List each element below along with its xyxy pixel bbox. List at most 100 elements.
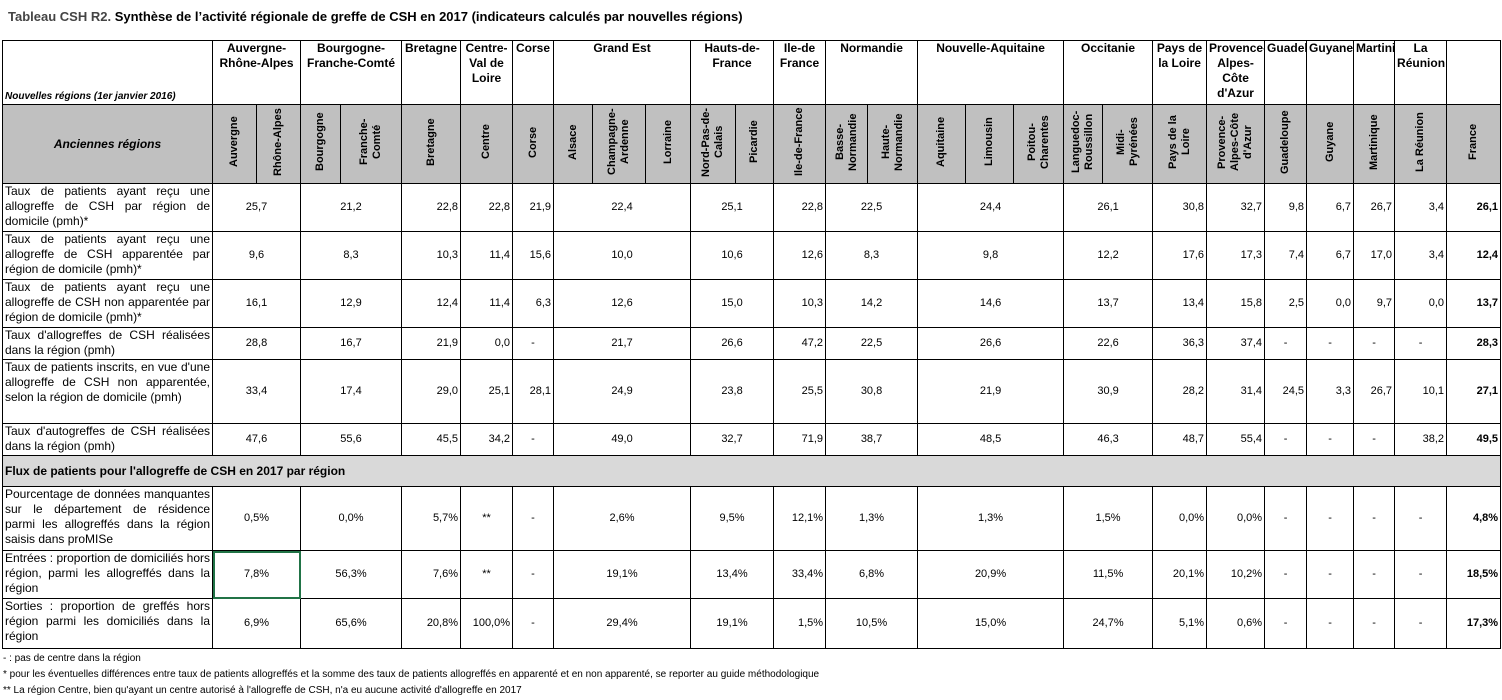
value-cell: 10,3: [773, 279, 827, 328]
value-cell: 8,3: [825, 231, 919, 280]
value-cell: -: [512, 598, 555, 649]
old-region-header: Guadeloupe: [1264, 104, 1308, 184]
data-row: Taux d'allogreffes de CSH réalisées dans…: [2, 327, 1502, 360]
value-cell: 11,4: [460, 231, 514, 280]
value-cell: 47,2: [773, 327, 827, 360]
value-cell: -: [1394, 598, 1448, 649]
value-cell: -: [1353, 550, 1396, 599]
value-cell: 48,5: [917, 423, 1065, 456]
value-cell: **: [460, 550, 514, 599]
value-cell: 49,5: [1446, 423, 1502, 456]
value-cell: 10,0: [553, 231, 692, 280]
value-cell: 22,6: [1063, 327, 1154, 360]
old-region-header: Alsace: [553, 104, 594, 184]
region-header: Occitanie: [1063, 40, 1154, 105]
value-cell: 13,7: [1446, 279, 1502, 328]
value-cell: 65,6%: [300, 598, 403, 649]
old-region-header: Picardie: [735, 104, 775, 184]
value-cell: -: [1264, 327, 1308, 360]
value-cell: 25,1: [460, 359, 514, 424]
region-header: Martinique: [1353, 40, 1396, 105]
old-region-name: Bretagne: [424, 118, 437, 166]
region-header: Guyane: [1306, 40, 1355, 105]
value-cell: -: [1394, 486, 1448, 551]
region-header: Guadeloupe: [1264, 40, 1308, 105]
old-region-header: Franche-Comté: [340, 104, 403, 184]
data-row: Taux de patients ayant reçu une allogref…: [2, 231, 1502, 280]
old-region-name: Midi-Pyrénées: [1114, 117, 1140, 167]
value-cell: 1,3%: [825, 486, 919, 551]
value-cell: 11,5%: [1063, 550, 1154, 599]
value-cell: 13,4: [1152, 279, 1208, 328]
region-header: [1446, 40, 1502, 105]
old-region-header: Centre: [460, 104, 514, 184]
value-cell: 25,1: [690, 183, 775, 232]
value-cell: 15,8: [1206, 279, 1266, 328]
old-region-name: Pays de la Loire: [1166, 115, 1192, 169]
data-row: Pourcentage de données manquantes sur le…: [2, 486, 1502, 551]
old-region-header: Lorraine: [645, 104, 692, 184]
value-cell: 1,5%: [1063, 486, 1154, 551]
value-cell: 28,2: [1152, 359, 1208, 424]
value-cell: 21,7: [553, 327, 692, 360]
value-cell: 47,6: [211, 423, 302, 456]
value-cell: 28,3: [1446, 327, 1502, 360]
value-cell: -: [512, 423, 555, 456]
value-cell: 28,1: [512, 359, 555, 424]
row-label: Entrées : proportion de domiciliés hors …: [2, 550, 213, 599]
title-text: Synthèse de l’activité régionale de gref…: [114, 9, 743, 24]
value-cell: 12,1%: [773, 486, 827, 551]
value-cell: 13,7: [1063, 279, 1154, 328]
region-header: Auvergne-Rhône-Alpes: [211, 40, 302, 105]
data-row: Taux de patients ayant reçu une allogref…: [2, 183, 1502, 232]
value-cell: 17,3%: [1446, 598, 1502, 649]
value-cell: 0,0%: [300, 486, 403, 551]
region-header: Provence-Alpes-Côte d'Azur: [1206, 40, 1266, 105]
old-region-header: Limousin: [965, 104, 1015, 184]
value-cell: 0,0: [460, 327, 514, 360]
value-cell: 3,4: [1394, 183, 1448, 232]
old-region-header: La Réunion: [1394, 104, 1448, 184]
old-region-header: Rhône-Alpes: [255, 104, 302, 184]
value-cell: 28,8: [211, 327, 302, 360]
value-cell: 6,3: [512, 279, 555, 328]
value-cell: -: [512, 550, 555, 599]
value-cell: 22,4: [553, 183, 692, 232]
old-region-header: Provence-Alpes-Côte d'Azur: [1206, 104, 1266, 184]
value-cell: 20,1%: [1152, 550, 1208, 599]
value-cell: 36,3: [1152, 327, 1208, 360]
value-cell: 21,9: [917, 359, 1065, 424]
value-cell: 0,5%: [211, 486, 302, 551]
value-cell: -: [1306, 550, 1355, 599]
value-cell: 29,0: [401, 359, 462, 424]
value-cell: 19,1%: [690, 598, 775, 649]
region-header: Corse: [512, 40, 555, 105]
old-region-header: Nord-Pas-de-Calais: [690, 104, 737, 184]
value-cell: 32,7: [690, 423, 775, 456]
value-cell: 1,5%: [773, 598, 827, 649]
value-cell: -: [1353, 598, 1396, 649]
old-region-name: Lorraine: [661, 120, 674, 165]
value-cell: 17,0: [1353, 231, 1396, 280]
old-region-name: Poitou-Charentes: [1025, 115, 1051, 169]
value-cell: 10,1: [1394, 359, 1448, 424]
value-cell: 38,7: [825, 423, 919, 456]
footnotes: - : pas de centre dans la région * pour l…: [3, 651, 819, 699]
value-cell: -: [1306, 486, 1355, 551]
value-cell: 7,6%: [401, 550, 462, 599]
value-cell: 12,4: [1446, 231, 1502, 280]
value-cell: 22,5: [825, 183, 919, 232]
value-cell: 15,6: [512, 231, 555, 280]
old-region-name: Corse: [526, 126, 539, 158]
value-cell: 34,2: [460, 423, 514, 456]
value-cell: 10,5%: [825, 598, 919, 649]
value-cell: 30,8: [825, 359, 919, 424]
old-region-name: France: [1467, 123, 1480, 161]
old-region-name: Auvergne: [228, 116, 240, 168]
value-cell: 13,4%: [690, 550, 775, 599]
header-row: Anciennes régions Auvergne Rhône-Alpes Bour…: [2, 104, 1502, 184]
value-cell: 49,0: [553, 423, 692, 456]
value-cell: 21,9: [401, 327, 462, 360]
value-cell: **: [460, 486, 514, 551]
value-cell: 22,8: [773, 183, 827, 232]
